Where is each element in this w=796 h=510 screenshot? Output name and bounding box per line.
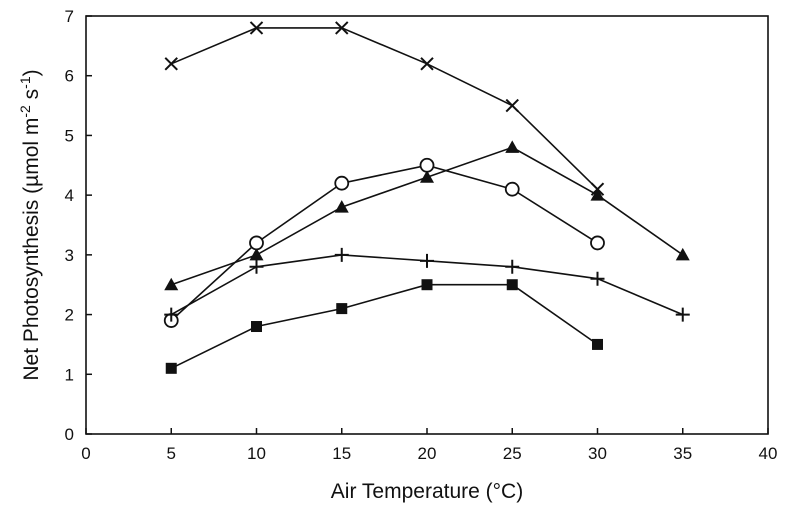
data-point-triangle: [675, 247, 690, 261]
data-point-triangle: [249, 247, 264, 261]
series-circle: [163, 157, 605, 328]
data-point-x: [335, 21, 349, 35]
series-x: [164, 21, 605, 196]
y-tick-label: 4: [65, 186, 74, 205]
data-point-plus: [675, 307, 690, 322]
data-point-plus: [164, 307, 179, 322]
data-point-plus: [334, 247, 349, 262]
x-tick-label: 20: [418, 444, 437, 463]
data-point-triangle: [334, 200, 349, 213]
x-tick-label: 25: [503, 444, 522, 463]
data-point-square: [336, 303, 348, 315]
series-line-circle: [170, 164, 598, 322]
data-point-x: [420, 57, 434, 71]
x-tick-label: 0: [81, 444, 90, 463]
data-point-circle: [504, 181, 520, 197]
x-tick-label: 35: [673, 444, 692, 463]
data-point-x: [164, 57, 178, 71]
data-point-circle: [419, 157, 435, 173]
y-axis-ticks: 0 1 2 3 4 5 6 7: [65, 7, 92, 444]
data-point-plus: [505, 259, 520, 274]
data-point-square: [421, 279, 433, 291]
y-tick-label: 0: [65, 425, 74, 444]
data-point-plus: [590, 271, 605, 286]
x-tick-label: 40: [759, 444, 778, 463]
data-point-square: [165, 362, 177, 374]
y-tick-label: 2: [65, 306, 74, 325]
data-point-circle: [249, 235, 264, 251]
y-tick-label: 1: [65, 365, 74, 384]
y-axis-title: Net Photosynthesis (µmol m-2 s-1): [17, 69, 43, 380]
data-point-x: [505, 98, 519, 113]
x-tick-label: 5: [167, 444, 176, 463]
data-point-plus: [420, 253, 434, 268]
data-point-square: [506, 279, 518, 291]
series-line-square: [170, 283, 598, 370]
plot-frame: [85, 15, 769, 435]
data-point-square: [592, 338, 603, 350]
series-plus: [164, 247, 690, 322]
series-layer: [163, 21, 690, 374]
data-point-square: [251, 321, 262, 333]
y-tick-label: 7: [65, 7, 74, 26]
series-triangle: [164, 140, 690, 291]
series-square: [165, 279, 603, 374]
data-point-triangle: [505, 140, 520, 153]
y-tick-label: 6: [65, 67, 74, 86]
y-tick-label: 3: [65, 246, 74, 265]
y-tick-label: 5: [65, 126, 74, 145]
data-point-plus: [249, 259, 264, 274]
data-point-triangle: [590, 188, 605, 201]
x-tick-label: 30: [588, 444, 607, 463]
data-point-circle: [590, 235, 605, 251]
data-point-x: [249, 21, 264, 35]
data-point-circle: [334, 175, 350, 191]
x-tick-label: 15: [332, 444, 351, 463]
data-point-triangle: [164, 277, 179, 291]
series-line-x: [170, 27, 599, 190]
data-point-triangle: [420, 170, 434, 183]
x-axis-title: Air Temperature (°C): [331, 480, 523, 503]
x-tick-label: 10: [247, 444, 266, 463]
x-axis-ticks: 0 5 10 15 20 25 30 35 40: [81, 428, 777, 463]
